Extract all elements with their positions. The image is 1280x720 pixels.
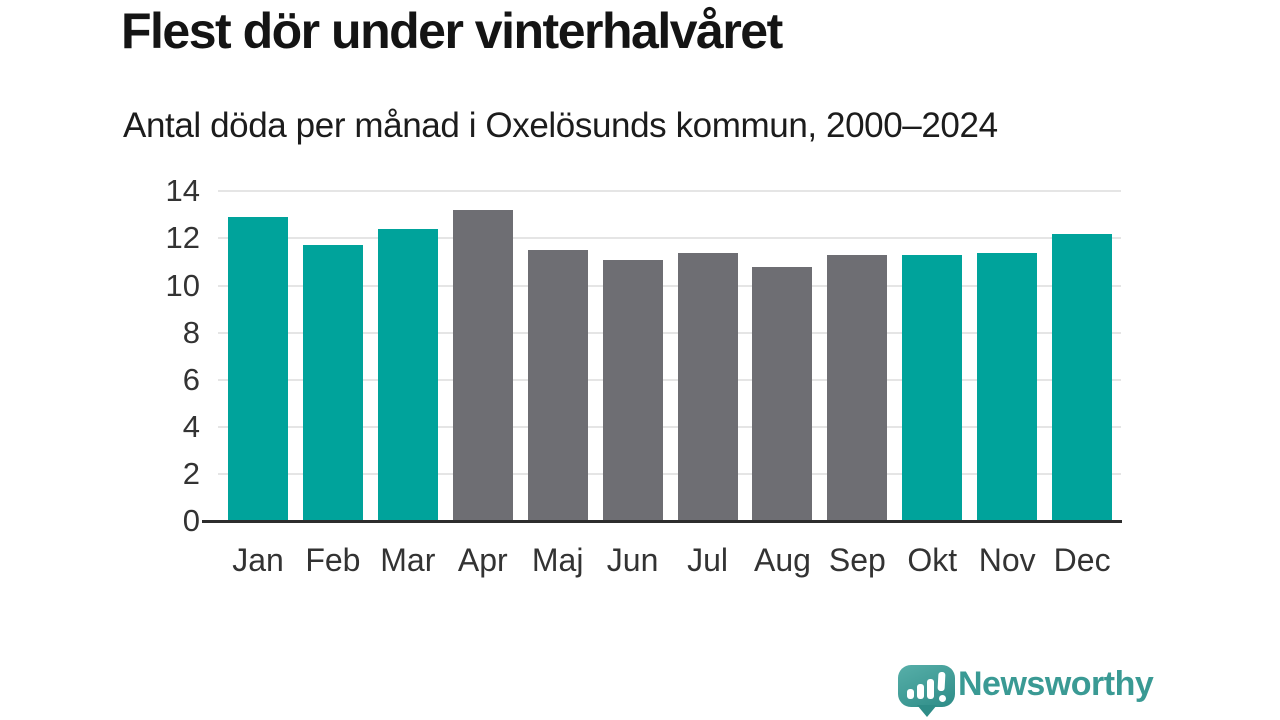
logo-exclamation-stroke-icon [937,671,946,692]
logo-bar-medium-icon [917,684,924,699]
x-axis-line [202,520,1122,523]
gridline-y-8 [218,331,1121,334]
y-axis-label-6: 6 [182,361,200,397]
bar-jul [677,252,738,521]
gridline-y-4 [218,425,1121,428]
y-axis-label-12: 12 [165,220,200,256]
bar-apr [452,210,513,521]
chart-subtitle: Antal döda per månad i Oxelösunds kommun… [123,106,998,145]
x-axis-label-jul: Jul [687,542,728,578]
x-axis-label-jan: Jan [232,542,284,578]
bar-sep [827,254,888,521]
bar-okt [902,254,963,521]
x-axis-label-sep: Sep [828,542,886,578]
bar-maj [527,250,588,521]
x-axis-label-okt: Okt [907,542,958,578]
bar-nov [977,252,1038,521]
x-axis-label-apr: Apr [457,542,508,578]
bar-jun [602,259,663,521]
y-axis-label-10: 10 [165,267,200,303]
bar-aug [752,266,813,521]
chart-title: Flest dör under vinterhalvåret [121,3,783,59]
gridline-y-10 [218,284,1121,287]
newsworthy-logo: Newsworthy [898,663,1168,720]
bar-jan [228,217,288,521]
x-axis-label-dec: Dec [1053,542,1111,578]
y-axis-label-4: 4 [182,408,200,444]
x-axis-label-nov: Nov [978,542,1036,578]
x-axis-label-jun: Jun [606,542,659,578]
x-axis-label-mar: Mar [380,542,436,578]
gridline-y-12 [218,237,1121,240]
y-axis-label-8: 8 [182,314,200,350]
y-axis-label-0: 0 [182,503,200,538]
logo-exclamation-dot-icon [939,695,946,702]
bar-feb [302,245,363,521]
x-axis-label-maj: Maj [531,542,584,578]
bar-dec [1052,233,1113,521]
logo-bar-tall-icon [927,679,934,699]
gridline-y-6 [218,378,1121,381]
x-axis-label-feb: Feb [305,542,361,578]
gridline-y-14 [218,190,1121,193]
speech-bubble-tail-icon [917,705,937,717]
bar-mar [377,228,438,521]
x-axis-label-aug: Aug [753,542,811,578]
brand-wordmark: Newsworthy [958,665,1154,703]
y-axis-label-2: 2 [182,455,200,491]
logo-bar-short-icon [907,689,914,699]
y-axis-label-14: 14 [165,173,200,209]
gridline-y-2 [218,472,1121,475]
speech-bubble-bar-chart-icon [898,665,955,707]
